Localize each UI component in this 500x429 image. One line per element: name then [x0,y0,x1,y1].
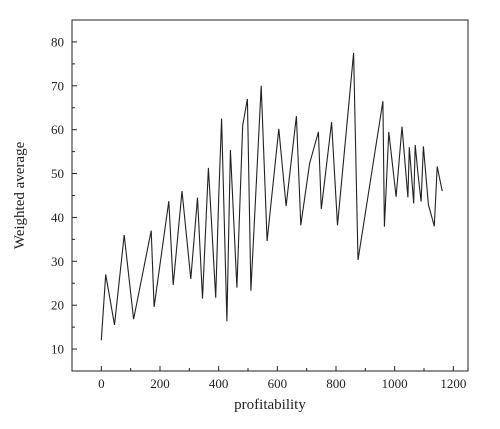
plot-frame [71,19,469,372]
y-tick-label: 30 [51,254,64,269]
y-tick-label: 60 [51,122,64,137]
y-tick-label: 40 [51,210,64,225]
x-tick-label: 1000 [382,376,408,391]
x-axis-label: profitability [234,397,306,413]
x-tick-label: 600 [268,376,288,391]
x-tick-label: 800 [326,376,346,391]
x-tick-label: 0 [98,376,105,391]
y-axis-ticks: 10 20 30 40 50 60 70 80 [51,19,77,372]
y-tick-label: 20 [51,298,64,313]
x-axis-ticks: 0 200 400 600 800 1000 1200 [71,366,466,391]
y-tick-label: 80 [51,34,64,49]
x-tick-label: 200 [150,376,170,391]
series-line [100,52,443,341]
x-tick-label: 400 [209,376,229,391]
series-layer [100,52,443,341]
y-tick-label: 10 [51,342,64,357]
plot-border [71,19,469,372]
y-tick-label: 70 [51,78,64,93]
x-tick-label: 1200 [440,376,466,391]
y-axis-label: Weighted average [12,141,28,249]
y-tick-label: 50 [51,166,64,181]
